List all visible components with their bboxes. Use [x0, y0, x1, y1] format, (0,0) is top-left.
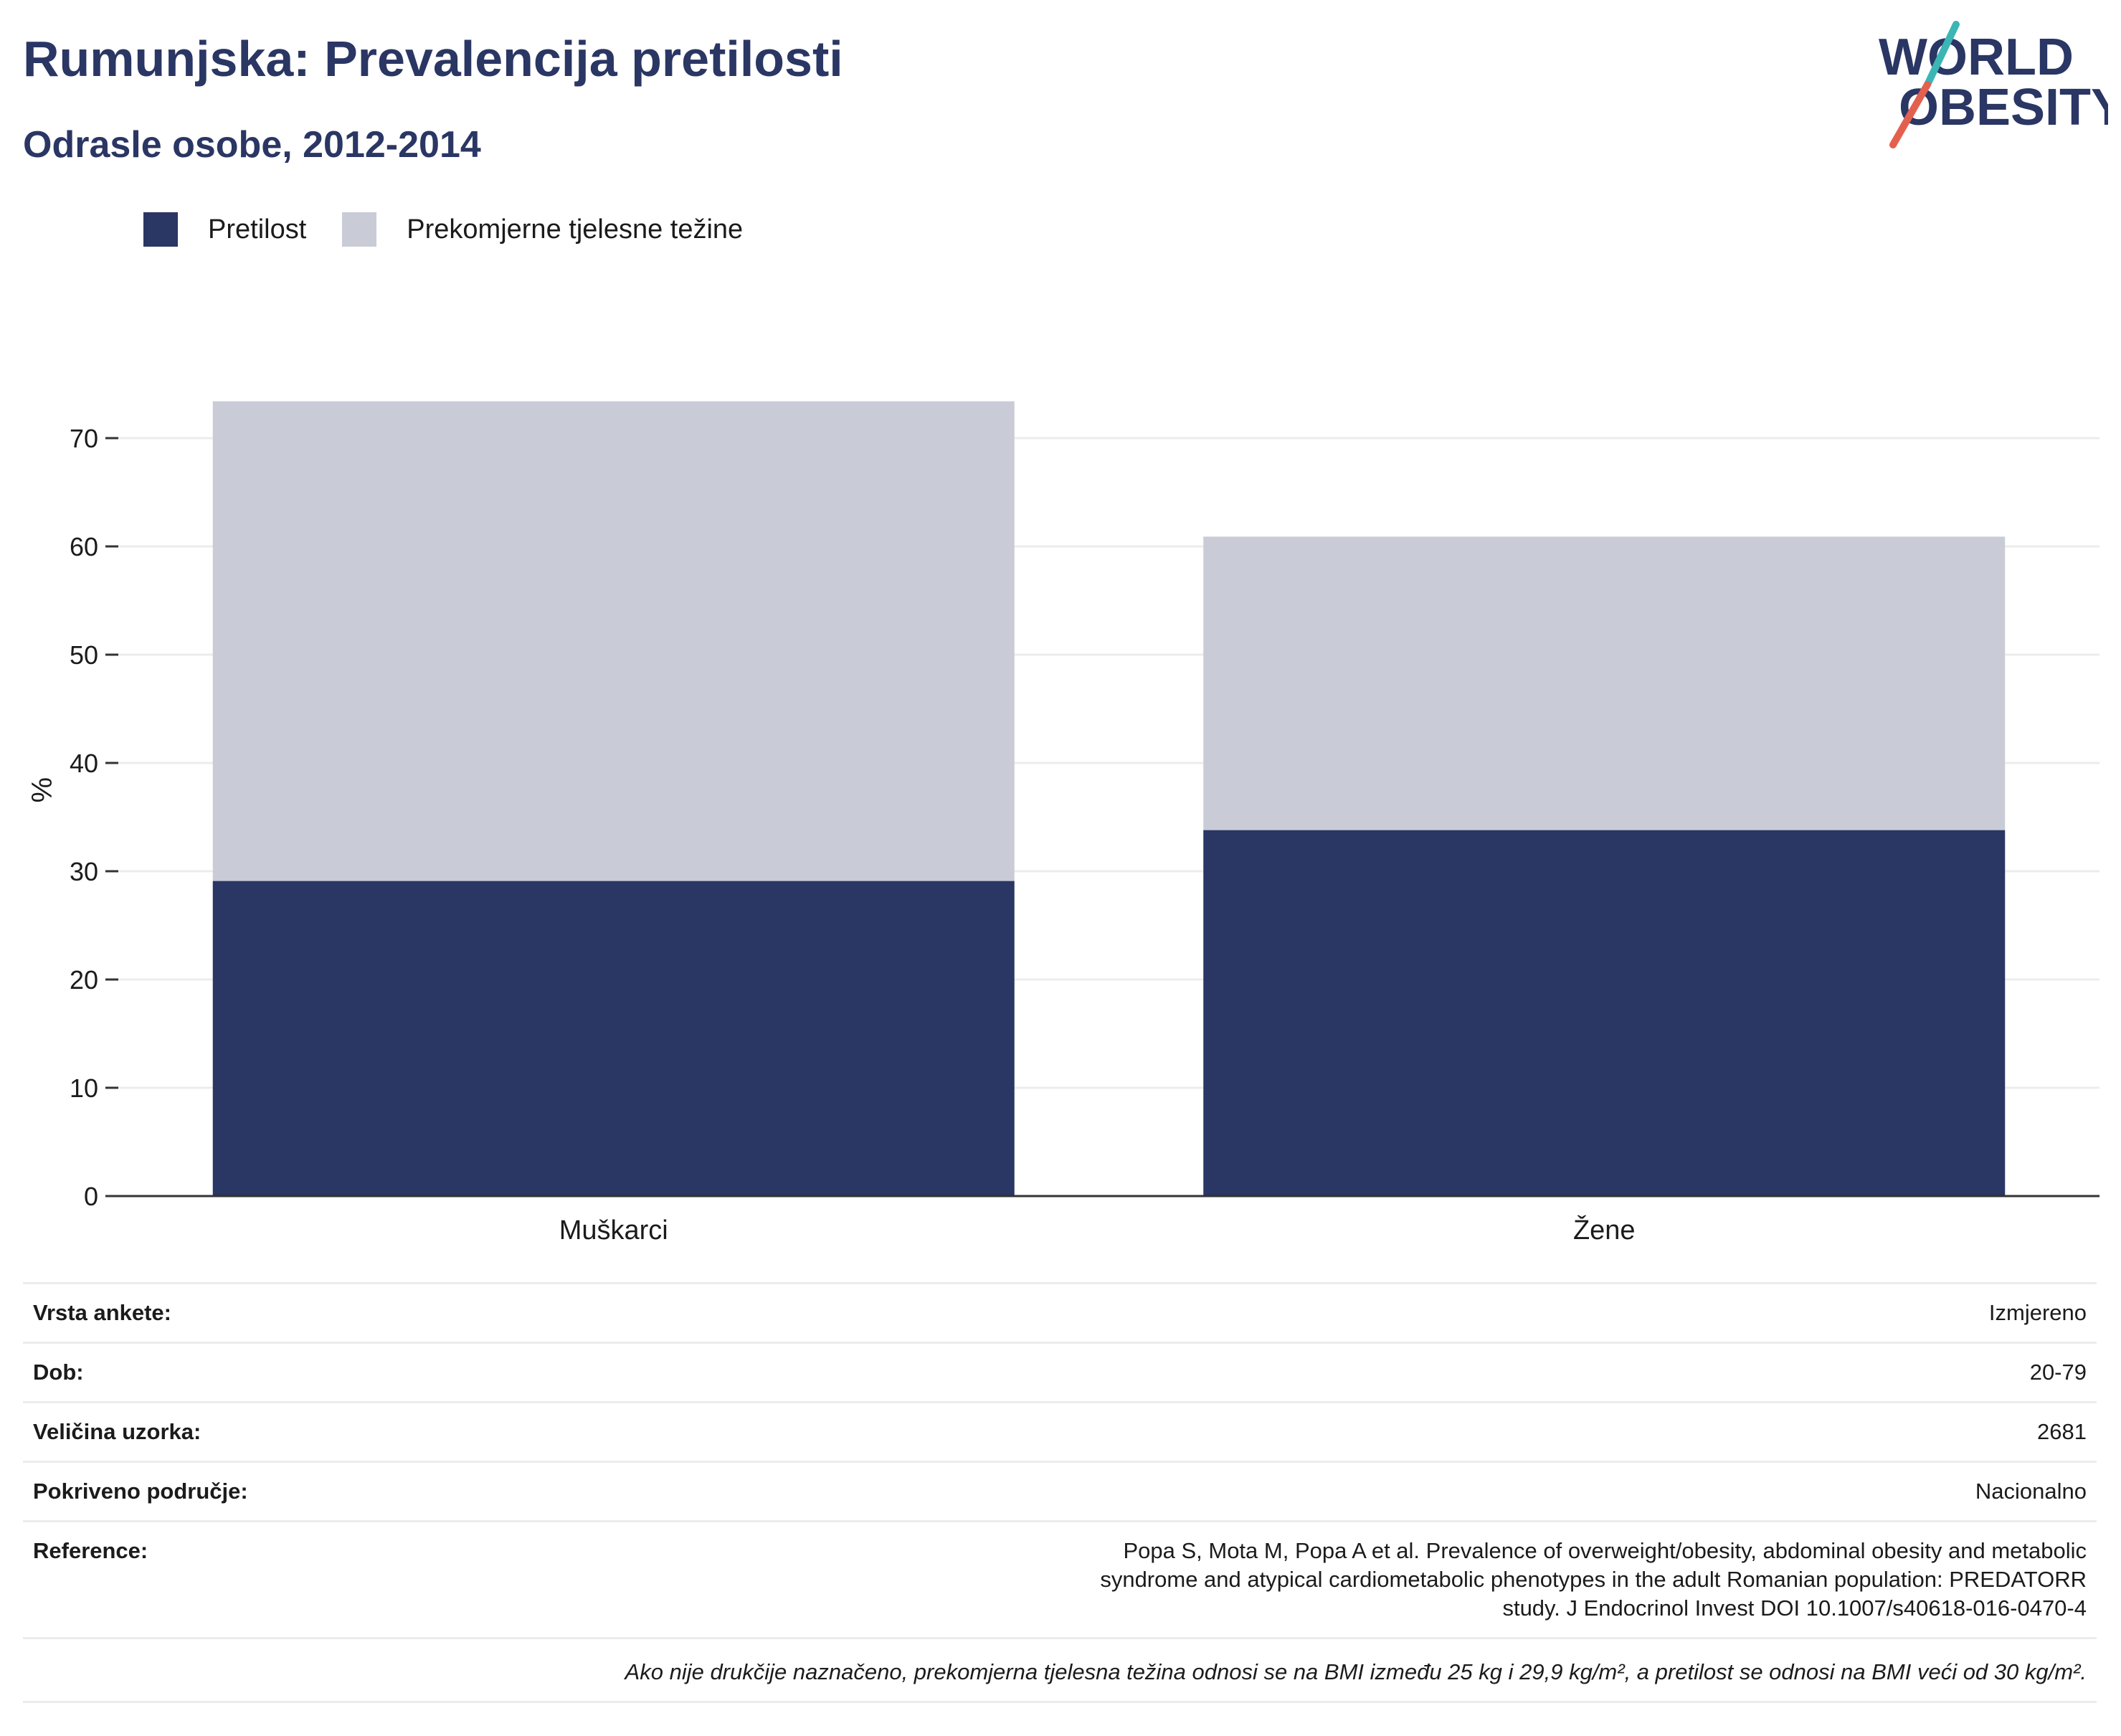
x-tick-label: Muškarci: [559, 1215, 668, 1246]
legend-swatch-prekomjerne: [342, 212, 377, 247]
info-label: Pokriveno područje:: [23, 1461, 545, 1522]
bar-prekomjerne-0: [212, 401, 1015, 881]
y-tick-label: 70: [70, 424, 98, 453]
y-tick-label: 40: [70, 749, 98, 778]
info-value: Izmjereno: [545, 1282, 2097, 1343]
bar-pretilost-1: [1203, 830, 2006, 1196]
chart-legend: Pretilost Prekomjerne tjelesne težine: [143, 212, 779, 247]
info-row-note: Ako nije drukčije naznačeno, prekomjerna…: [23, 1637, 2097, 1703]
survey-info-table: Vrsta ankete: Izmjereno Dob: 20-79 Velič…: [23, 1282, 2097, 1703]
logo-line-2: OBESITY: [1899, 79, 2108, 136]
y-tick-label: 20: [70, 965, 98, 995]
info-row-sample-size: Veličina uzorka: 2681: [23, 1401, 2097, 1462]
info-label: Dob:: [23, 1342, 545, 1403]
info-value: 20-79: [545, 1342, 2097, 1403]
x-tick-label: Žene: [1573, 1215, 1636, 1246]
y-tick-label: 50: [70, 640, 98, 670]
definition-note: Ako nije drukčije naznačeno, prekomjerna…: [23, 1637, 2097, 1703]
info-row-age: Dob: 20-79: [23, 1342, 2097, 1403]
logo-line-1: WORLD: [1879, 29, 2074, 86]
info-value: Popa S, Mota M, Popa A et al. Prevalence…: [545, 1520, 2097, 1638]
legend-item-pretilost[interactable]: Pretilost: [143, 212, 306, 247]
world-obesity-logo: WORLD OBESITY: [1879, 21, 2108, 148]
bar-prekomjerne-1: [1203, 536, 2006, 830]
legend-label-pretilost: Pretilost: [208, 214, 307, 245]
y-axis-label: %: [27, 777, 58, 803]
y-tick-label: 30: [70, 857, 98, 886]
legend-swatch-pretilost: [143, 212, 178, 247]
y-tick-label: 10: [70, 1073, 98, 1103]
stacked-bar-chart: 0 10 20 30 40 50 60 70% Muškarci Žene: [27, 401, 2099, 1246]
info-row-reference: Reference: Popa S, Mota M, Popa A et al.…: [23, 1520, 2097, 1638]
logo-slash-bottom: [1889, 81, 1931, 148]
info-label: Vrsta ankete:: [23, 1282, 545, 1343]
legend-item-prekomjerne[interactable]: Prekomjerne tjelesne težine: [342, 212, 743, 247]
chart-subtitle: Odrasle osobe, 2012-2014: [23, 124, 481, 166]
legend-label-prekomjerne: Prekomjerne tjelesne težine: [407, 214, 744, 245]
info-value: 2681: [545, 1401, 2097, 1462]
info-label: Reference:: [23, 1520, 545, 1638]
info-row-survey-type: Vrsta ankete: Izmjereno: [23, 1282, 2097, 1343]
info-label: Veličina uzorka:: [23, 1401, 545, 1462]
y-tick-label: 0: [84, 1182, 98, 1211]
chart-title: Rumunjska: Prevalencija pretilosti: [23, 31, 843, 87]
y-tick-label: 60: [70, 532, 98, 561]
bar-pretilost-0: [212, 881, 1015, 1196]
info-value: Nacionalno: [545, 1461, 2097, 1522]
logo-slash-top: [1924, 21, 1960, 88]
info-row-coverage: Pokriveno područje: Nacionalno: [23, 1461, 2097, 1522]
